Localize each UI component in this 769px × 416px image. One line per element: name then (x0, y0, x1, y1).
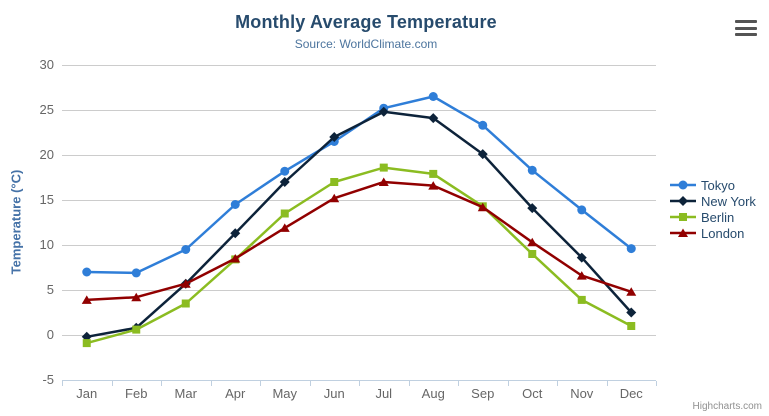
x-axis-label: Mar (175, 386, 198, 401)
legend: Tokyo New York Berlin London (670, 177, 756, 241)
legend-marker (678, 228, 688, 237)
series-london-marker[interactable] (626, 287, 637, 296)
series-tokyo-marker[interactable] (82, 267, 92, 277)
hamburger-icon-bar (735, 33, 757, 36)
series-new-york-marker[interactable] (626, 307, 637, 318)
x-axis-label: Aug (422, 386, 445, 401)
series-tokyo-marker[interactable] (577, 205, 587, 215)
series-berlin-marker[interactable] (132, 325, 141, 334)
series-new-york-marker[interactable] (329, 132, 340, 142)
series-new-york-marker[interactable] (378, 106, 389, 117)
series-tokyo-marker[interactable] (527, 165, 537, 175)
series-london-marker[interactable] (131, 292, 142, 302)
series-tokyo-marker[interactable] (280, 166, 290, 176)
series-berlin-marker[interactable] (379, 163, 388, 172)
x-axis-label: Jun (324, 386, 345, 401)
series-new-york-line (85, 110, 633, 339)
series-new-york-marker[interactable] (576, 252, 587, 263)
series-london-marker[interactable] (576, 271, 587, 280)
y-axis-label: 15 (40, 192, 54, 207)
series-london-marker[interactable] (230, 254, 241, 263)
triangle-marker-icon (670, 228, 696, 237)
y-axis-label: 20 (40, 147, 54, 162)
legend-item-london[interactable]: London (670, 225, 756, 241)
series-new-york-marker[interactable] (428, 113, 439, 124)
diamond-marker-icon (670, 196, 696, 206)
legend-item-tokyo[interactable]: Tokyo (670, 177, 756, 193)
x-axis-label: Jan (76, 386, 97, 401)
series-berlin-marker[interactable] (330, 178, 339, 186)
y-axis-label: -5 (42, 372, 54, 387)
series-london-marker[interactable] (527, 237, 538, 247)
y-axis-label: 0 (47, 327, 54, 342)
legend-item-berlin[interactable]: Berlin (670, 209, 756, 225)
legend-item-new-york[interactable]: New York (670, 193, 756, 209)
square-marker-icon (670, 213, 696, 221)
series-berlin-marker[interactable] (82, 339, 91, 348)
y-axis-label: 10 (40, 237, 54, 252)
legend-label: Berlin (701, 209, 735, 225)
series-tokyo-marker[interactable] (428, 92, 438, 101)
series-new-york-marker[interactable] (279, 177, 290, 187)
y-axis-label: 25 (40, 102, 54, 117)
series-london-marker[interactable] (180, 279, 191, 288)
series-tokyo-marker[interactable] (478, 120, 488, 130)
x-axis-label: Oct (522, 386, 543, 401)
series-berlin-marker[interactable] (627, 322, 636, 330)
x-axis-label: May (272, 386, 297, 401)
series-new-york-marker[interactable] (477, 149, 488, 160)
credits-link[interactable]: Highcharts.com (692, 401, 762, 412)
hamburger-icon-bar (735, 26, 757, 30)
y-axis-title: Temperature (°C) (8, 169, 24, 275)
y-axis-label: 5 (47, 282, 54, 297)
export-menu-button[interactable] (735, 20, 757, 36)
series-berlin-marker[interactable] (528, 250, 537, 258)
x-axis-label: Sep (471, 386, 494, 401)
series-tokyo-marker[interactable] (626, 244, 636, 254)
series-london-line (85, 180, 633, 302)
legend-label: New York (701, 193, 756, 209)
y-axis-label: 30 (40, 57, 54, 72)
legend-marker (678, 196, 688, 206)
x-axis-label: Apr (225, 386, 246, 401)
legend-marker (678, 180, 688, 190)
series-tokyo-marker[interactable] (131, 268, 141, 278)
series-london-marker[interactable] (279, 223, 290, 232)
circle-marker-icon (670, 180, 696, 190)
legend-label: Tokyo (701, 177, 735, 193)
series-new-york-marker[interactable] (527, 203, 538, 214)
series-london-marker[interactable] (378, 177, 389, 187)
hamburger-icon (735, 20, 757, 23)
legend-label: London (701, 225, 745, 241)
series-london-marker[interactable] (477, 202, 488, 212)
legend-marker (679, 213, 687, 221)
series-berlin-marker[interactable] (429, 169, 438, 178)
series-new-york-marker[interactable] (230, 228, 241, 239)
series-london-marker[interactable] (329, 193, 340, 203)
series-tokyo-line (85, 95, 633, 275)
series-london-marker[interactable] (428, 181, 439, 190)
x-axis-label: Nov (570, 386, 594, 401)
x-axis-label: Dec (620, 386, 644, 401)
series-london-marker[interactable] (81, 295, 92, 304)
series-berlin-marker[interactable] (181, 299, 190, 308)
series-berlin-marker[interactable] (280, 209, 289, 218)
series-berlin-line (85, 166, 633, 345)
x-axis-label: Jul (375, 386, 392, 401)
series-berlin-marker[interactable] (577, 295, 586, 304)
series-tokyo-marker[interactable] (181, 245, 191, 254)
series-tokyo-marker[interactable] (230, 200, 240, 209)
x-axis-label: Feb (125, 386, 147, 401)
